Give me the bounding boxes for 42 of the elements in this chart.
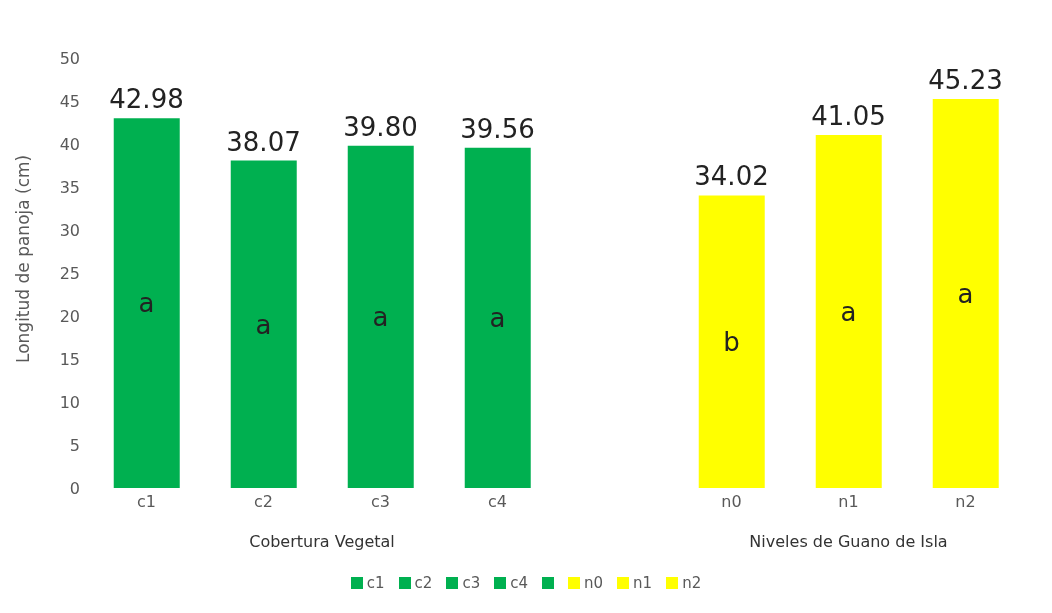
legend-label: c4	[510, 574, 528, 592]
annotation: a	[840, 296, 857, 327]
y-tick-label: 45	[59, 91, 80, 111]
y-tick-label: 35	[59, 177, 80, 197]
legend-label: n1	[633, 574, 653, 592]
y-tick-label: 50	[59, 48, 80, 68]
y-tick-label: 40	[59, 134, 80, 154]
legend-label: c2	[414, 574, 433, 592]
legend-label: c3	[462, 574, 481, 592]
annotation: b	[723, 326, 740, 357]
x-tick-label: n2	[955, 492, 976, 512]
annotation: a	[255, 309, 272, 340]
text: 41.05	[811, 100, 886, 131]
text: 34.02	[694, 161, 769, 192]
y-tick-label: 30	[59, 220, 80, 240]
y-tick-label: 25	[59, 263, 80, 283]
annotation: a	[489, 303, 506, 334]
legend-label: n2	[682, 574, 702, 592]
x-tick-label: n0	[721, 492, 742, 512]
y-tick-label: 5	[69, 435, 80, 455]
text: 42.98	[109, 84, 184, 115]
y-axis-title: Longitud de panoja (cm)	[13, 154, 34, 363]
text: Cobertura Vegetal	[248, 532, 396, 551]
x-tick-label: c1	[137, 492, 156, 512]
legend-label: n0	[584, 574, 604, 592]
annotation: a	[957, 278, 974, 309]
annotation: a	[138, 288, 155, 319]
y-tick-label: 0	[69, 478, 80, 498]
x-tick-label: n1	[838, 492, 859, 512]
text: Niveles de Guano de Isla	[748, 532, 949, 551]
x-tick-label: c2	[254, 492, 273, 512]
y-tick-label: 10	[59, 392, 80, 412]
text: 39.56	[460, 113, 535, 144]
annotation: a	[372, 302, 389, 333]
text: 39.80	[343, 111, 418, 142]
y-tick-label: 20	[59, 306, 80, 326]
x-tick-label: c4	[488, 492, 507, 512]
legend-label: c1	[366, 574, 385, 592]
y-tick-label: 15	[59, 349, 80, 369]
x-tick-label: c3	[371, 492, 390, 512]
text: 38.07	[226, 126, 301, 157]
text: 45.23	[928, 65, 1003, 96]
